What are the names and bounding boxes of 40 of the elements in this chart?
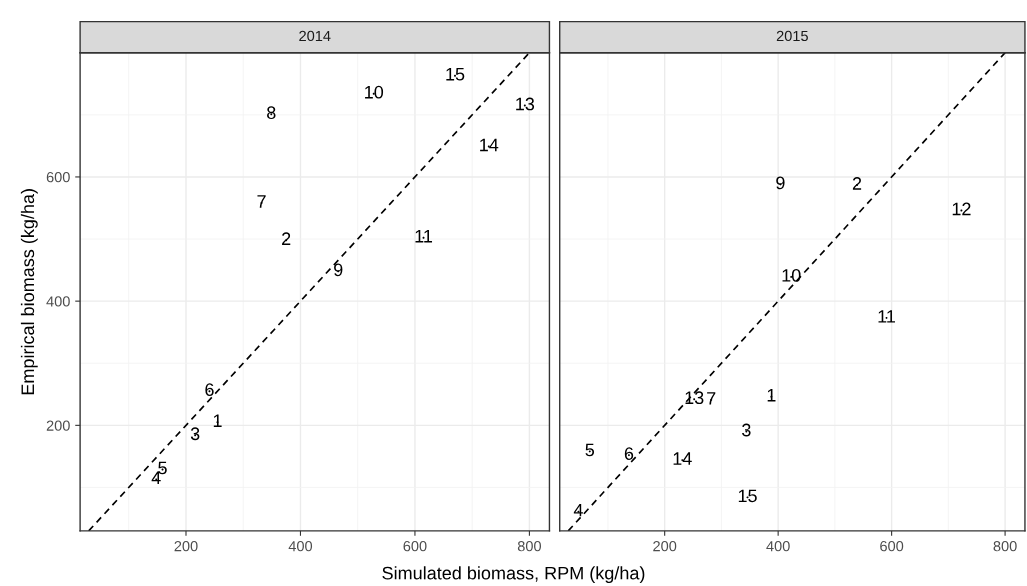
annotation: 12 [952, 202, 971, 216]
annotation: 14 [480, 138, 499, 152]
annotation: 11 [878, 310, 896, 323]
annotation: 3 [742, 423, 751, 437]
annotation: 8 [267, 106, 276, 120]
chart-title: 2014 [299, 30, 331, 42]
annotation: 14 [673, 452, 692, 465]
annotation: 9 [776, 176, 785, 190]
annotation: 10 [365, 85, 384, 99]
x-tick-label: 400 [766, 541, 790, 552]
annotation: 7 [707, 392, 716, 405]
chart-title: 2015 [776, 30, 808, 42]
annotation: 15 [738, 489, 757, 503]
annotation: 15 [446, 67, 465, 81]
annotation: 6 [624, 447, 634, 460]
annotation: 4 [573, 503, 583, 517]
annotation: 2 [852, 177, 862, 190]
annotation: 5 [585, 443, 595, 457]
x-tick-label: 400 [288, 541, 313, 552]
annotation: 10 [782, 268, 801, 282]
annotation: 1 [767, 389, 776, 402]
y-tick-label: 400 [46, 296, 70, 307]
x-axis-title: Simulated biomass, RPM (kg/ha) [382, 566, 645, 584]
annotation: 11 [415, 230, 433, 243]
annotation: 9 [334, 263, 343, 277]
x-tick-label: 600 [403, 541, 427, 552]
y-tick-label: 200 [46, 420, 70, 431]
x-tick-label: 200 [653, 541, 677, 552]
y-axis-title: Empirical biomass (kg/ha) [20, 189, 38, 395]
annotation: 1 [213, 414, 222, 427]
annotation: 3 [190, 427, 200, 441]
x-tick-label: 200 [174, 541, 198, 552]
x-tick-label: 800 [517, 541, 542, 552]
annotation: 2 [282, 232, 291, 245]
annotation: 13 [516, 97, 535, 111]
annotation: 6 [205, 383, 214, 397]
y-tick-label: 600 [46, 172, 70, 183]
x-tick-label: 600 [880, 541, 904, 552]
annotation: 13 [685, 391, 704, 405]
x-tick-label: 800 [993, 541, 1017, 552]
